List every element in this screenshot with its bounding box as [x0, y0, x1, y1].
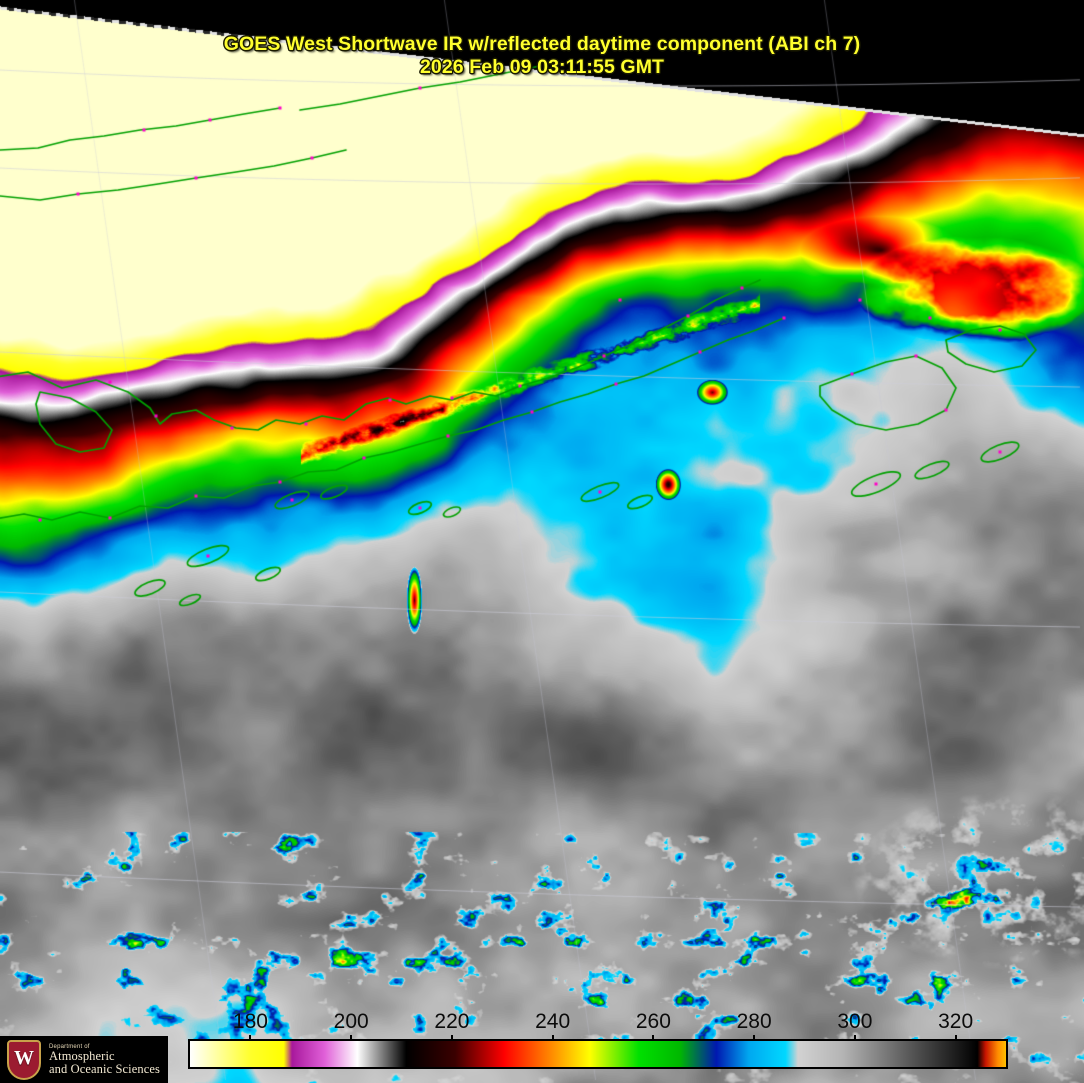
colorbar-tick-label: 320 [938, 1010, 974, 1033]
colorbar-tick-label: 300 [837, 1010, 873, 1033]
logo-text: Department of Atmospheric and Oceanic Sc… [49, 1044, 160, 1076]
colorbar: 180 200 220 240 260 280 300 320 [0, 1005, 1084, 1083]
colorbar-tick-label: 280 [736, 1010, 772, 1033]
colorbar-tick-label: 240 [535, 1010, 571, 1033]
colorbar-tick-label: 220 [434, 1010, 470, 1033]
colorbar-tick-label: 180 [232, 1010, 268, 1033]
logo-line-oceanic: and Oceanic Sciences [49, 1061, 160, 1076]
colorbar-gradient [190, 1041, 1006, 1067]
logo-line-department: Department of [49, 1043, 90, 1050]
colorbar-tick-label: 260 [635, 1010, 671, 1033]
shield-shape [7, 1039, 41, 1080]
logo-line-atmospheric: Atmospheric [49, 1048, 115, 1063]
uw-aos-logo: W Department of Atmospheric and Oceanic … [0, 1036, 168, 1083]
w-monogram: W [14, 1047, 34, 1069]
colorbar-tick-labels: 180 200 220 240 260 280 300 320 [0, 1009, 1084, 1037]
uw-crest-icon: W [4, 1038, 44, 1082]
colorbar-gradient-frame [188, 1039, 1008, 1069]
colorbar-tick-label: 200 [333, 1010, 369, 1033]
